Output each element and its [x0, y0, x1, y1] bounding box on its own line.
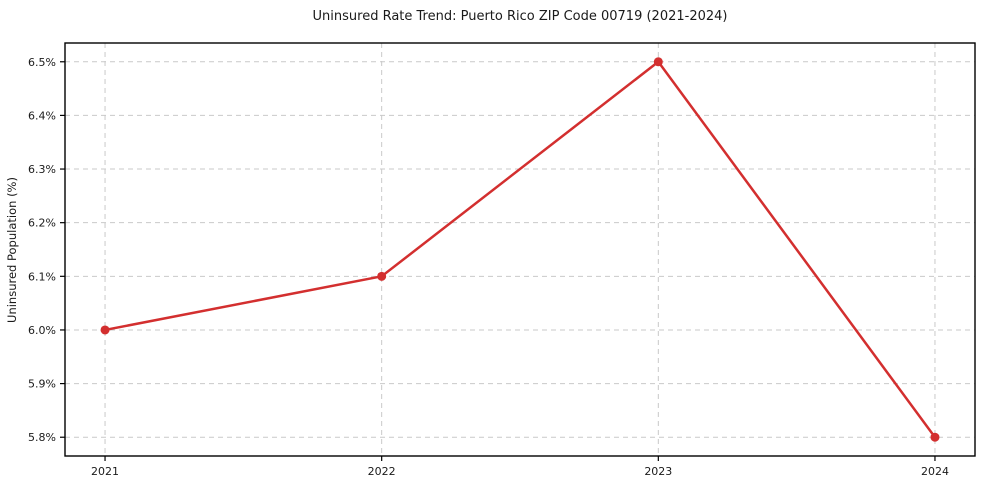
y-tick-label: 6.5% [28, 56, 56, 69]
y-tick-label: 6.4% [28, 109, 56, 122]
y-tick-label: 6.1% [28, 270, 56, 283]
trend-line [103, 60, 937, 439]
chart-title: Uninsured Rate Trend: Puerto Rico ZIP Co… [312, 9, 728, 24]
plot-border [64, 42, 976, 457]
data-point-marker [930, 432, 940, 442]
y-tick-label: 6.2% [28, 217, 56, 230]
y-tick-label: 6.0% [28, 324, 56, 337]
data-point-marker [377, 271, 387, 281]
data-point-marker [100, 325, 110, 335]
x-tick-label: 2023 [644, 465, 672, 478]
x-tick-label: 2021 [91, 465, 119, 478]
y-tick-label: 6.3% [28, 163, 56, 176]
x-tick-label: 2024 [921, 465, 949, 478]
y-tick-label: 5.8% [28, 431, 56, 444]
x-tick-label: 2022 [368, 465, 396, 478]
data-point-marker [653, 57, 663, 67]
y-tick-label: 5.9% [28, 378, 56, 391]
